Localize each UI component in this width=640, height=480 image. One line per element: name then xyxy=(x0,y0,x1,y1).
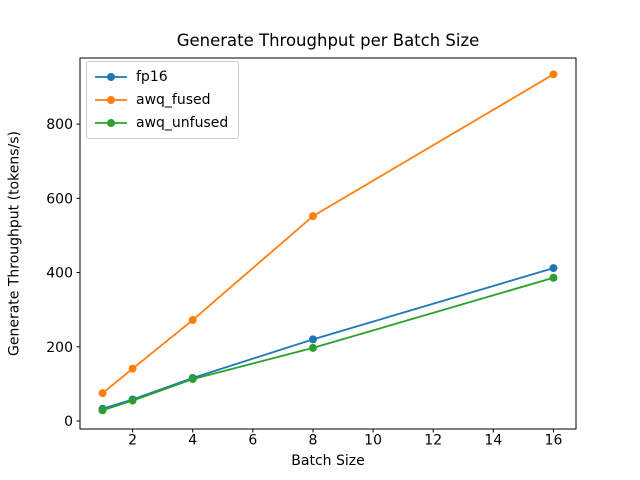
series-marker-awq_fused xyxy=(308,212,317,221)
legend-item-awq_unfused: awq_unfused xyxy=(94,113,228,133)
legend-marker-icon xyxy=(107,73,115,81)
x-tick-label: 4 xyxy=(188,433,197,449)
x-tick-label: 6 xyxy=(248,433,257,449)
series-marker-awq_fused xyxy=(549,70,558,79)
legend-marker-icon xyxy=(107,119,115,127)
legend: fp16 awq_fused awq_unfused xyxy=(86,61,240,139)
legend-item-awq_fused: awq_fused xyxy=(94,90,228,110)
legend-marker-icon xyxy=(107,96,115,104)
x-tick-label: 12 xyxy=(424,433,442,449)
series-line-awq_unfused xyxy=(102,276,554,412)
y-tick-label: 400 xyxy=(46,266,73,282)
series-marker-awq_unfused xyxy=(549,273,558,282)
y-tick-label: 0 xyxy=(64,414,73,430)
x-tick-label: 10 xyxy=(364,433,382,449)
series-marker-awq_unfused xyxy=(188,375,197,384)
chart-title: Generate Throughput per Batch Size xyxy=(176,31,480,50)
legend-swatch-fp16 xyxy=(95,73,127,81)
series-marker-awq_fused xyxy=(188,316,197,325)
series-marker-awq_unfused xyxy=(128,396,137,405)
y-tick-label: 200 xyxy=(46,340,73,356)
series-marker-fp16 xyxy=(549,264,558,273)
x-tick-label: 2 xyxy=(128,433,137,449)
series-marker-awq_unfused xyxy=(308,343,317,352)
axes-spines xyxy=(79,57,577,430)
legend-label: awq_fused xyxy=(136,92,211,108)
series-marker-fp16 xyxy=(308,335,317,344)
legend-label: fp16 xyxy=(136,69,168,85)
legend-item-fp16: fp16 xyxy=(94,67,228,87)
legend-swatch-awq_fused xyxy=(95,96,127,104)
x-tick-label: 16 xyxy=(545,433,563,449)
y-tick-label: 600 xyxy=(46,191,73,207)
series-marker-awq_fused xyxy=(128,364,137,373)
series-marker-awq_fused xyxy=(98,389,107,398)
x-tick-label: 8 xyxy=(309,433,318,449)
x-axis-label: Batch Size xyxy=(291,453,365,469)
legend-label: awq_unfused xyxy=(136,115,229,131)
legend-swatch-awq_unfused xyxy=(95,119,127,127)
y-tick-label: 800 xyxy=(46,117,73,133)
series-marker-awq_unfused xyxy=(98,406,107,415)
x-tick-label: 14 xyxy=(484,433,502,449)
y-axis-label: Generate Throughput (tokens/s) xyxy=(6,131,23,356)
